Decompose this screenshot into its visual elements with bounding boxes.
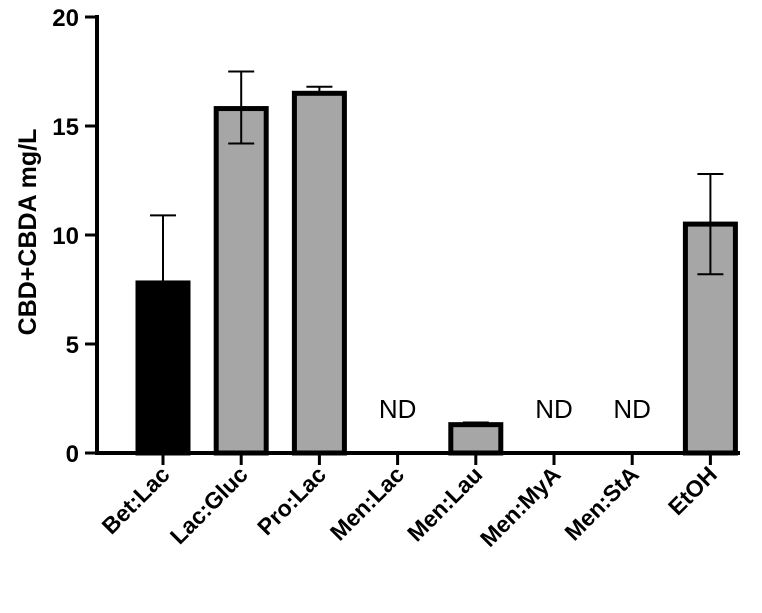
x-tick-label: Men:Lac [325,461,409,545]
y-tick-label: 0 [66,441,79,468]
bar-bet-lac [135,280,191,456]
annotation-label: ND [379,394,417,424]
bar-pro-lac [291,90,347,456]
y-axis-title-group: CBD+CBDA mg/L [14,129,42,336]
annotation-label: ND [613,394,651,424]
x-tick-label: Men:StA [559,461,643,545]
annotations-group: ND ND ND [379,394,651,424]
y-axis-title: CBD+CBDA mg/L [14,129,42,336]
y-tick-label: 15 [52,114,79,141]
bar-lac-gluc [213,106,269,456]
x-tick-label: Men:MyA [475,461,566,552]
y-tick-label: 5 [66,332,79,359]
axes-group [95,15,740,455]
y-tick-label: 10 [52,223,79,250]
x-tick-label: Pro:Lac [252,461,331,540]
x-tick-label: EtOH [663,461,722,520]
bar-men-lau [448,422,504,456]
annotation-label: ND [535,394,573,424]
x-tick-label: Bet:Lac [96,461,174,539]
x-tick-label: Lac:Gluc [165,461,253,549]
y-tick-label: 20 [52,5,79,32]
y-ticks-group: 0 5 10 15 20 [52,5,97,468]
error-bars-group [150,70,724,426]
